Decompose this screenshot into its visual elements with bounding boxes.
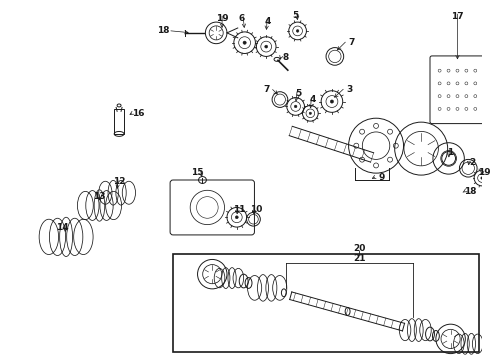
Text: 15: 15 xyxy=(191,168,204,177)
Ellipse shape xyxy=(243,41,246,44)
Text: 7: 7 xyxy=(348,38,355,47)
Text: 8: 8 xyxy=(283,53,289,62)
Text: 12: 12 xyxy=(113,177,125,186)
Bar xyxy=(114,109,124,134)
Text: 10: 10 xyxy=(250,205,263,214)
Text: 17: 17 xyxy=(451,12,464,21)
Text: 4: 4 xyxy=(265,17,271,26)
Text: 3: 3 xyxy=(346,85,353,94)
Text: 11: 11 xyxy=(233,205,246,214)
Text: 19: 19 xyxy=(216,14,228,23)
Text: 21: 21 xyxy=(353,254,366,263)
Text: 20: 20 xyxy=(353,244,366,253)
Ellipse shape xyxy=(265,45,268,48)
Text: 6: 6 xyxy=(239,14,245,23)
Text: 1: 1 xyxy=(447,148,454,157)
Text: 7: 7 xyxy=(263,85,270,94)
Ellipse shape xyxy=(309,112,312,114)
Text: 14: 14 xyxy=(56,222,69,231)
Text: 2: 2 xyxy=(469,158,475,167)
Text: 16: 16 xyxy=(132,109,145,118)
Text: 5: 5 xyxy=(295,89,302,98)
Bar xyxy=(173,253,479,352)
Text: 4: 4 xyxy=(309,95,316,104)
Text: 5: 5 xyxy=(293,11,299,20)
Text: 18: 18 xyxy=(157,26,170,35)
Ellipse shape xyxy=(296,30,299,32)
Text: 9: 9 xyxy=(379,172,385,181)
Text: 19: 19 xyxy=(478,168,490,177)
Ellipse shape xyxy=(330,100,334,103)
Ellipse shape xyxy=(235,216,238,219)
Text: 18: 18 xyxy=(464,187,476,196)
Ellipse shape xyxy=(481,177,483,179)
Ellipse shape xyxy=(294,105,297,108)
Text: 13: 13 xyxy=(93,192,106,201)
